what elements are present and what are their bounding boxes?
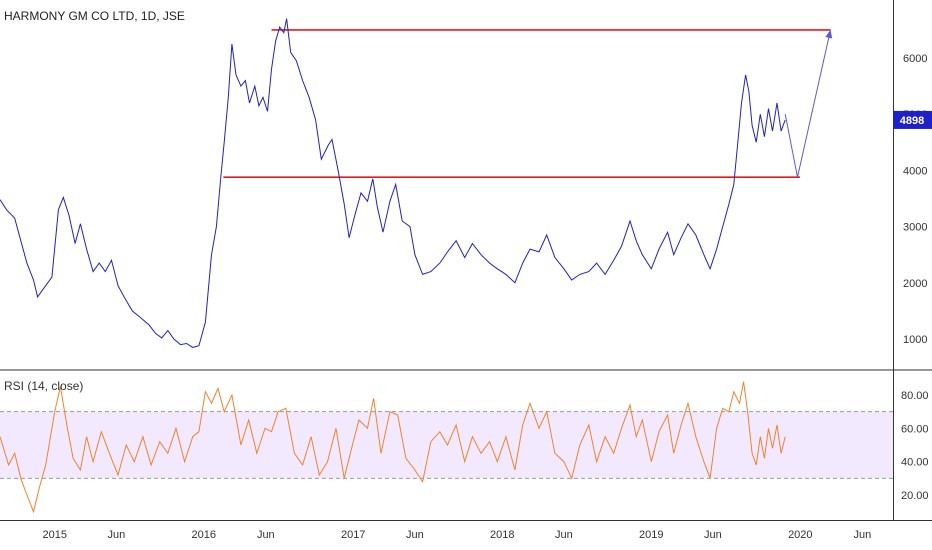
rsi-tick-label: 80.00 bbox=[901, 390, 929, 402]
rsi-band bbox=[0, 411, 893, 479]
projection-path[interactable] bbox=[784, 29, 831, 178]
last-price-badge: 4898 bbox=[893, 110, 932, 129]
level-lines[interactable] bbox=[223, 29, 831, 178]
time-tick-label: Jun bbox=[704, 529, 722, 541]
time-tick-label: 2019 bbox=[639, 529, 663, 541]
price-tick-label: 2000 bbox=[903, 278, 927, 290]
rsi-axis[interactable]: 80.00 60.00 40.00 20.00 bbox=[901, 390, 929, 502]
time-tick-label: Jun bbox=[406, 529, 424, 541]
price-axis[interactable]: 6000 5000 4000 3000 2000 1000 bbox=[903, 53, 927, 346]
time-tick-label: Jun bbox=[854, 529, 872, 541]
price-tick-label: 6000 bbox=[903, 53, 927, 65]
time-tick-label: 2015 bbox=[42, 529, 66, 541]
rsi-indicator-title: RSI (14, close) bbox=[4, 379, 83, 393]
time-tick-label: 2017 bbox=[341, 529, 365, 541]
price-tick-label: 4000 bbox=[903, 165, 927, 177]
last-price-badge-label: 4898 bbox=[900, 115, 924, 127]
rsi-tick-label: 60.00 bbox=[901, 423, 929, 435]
rsi-tick-label: 20.00 bbox=[901, 490, 929, 502]
time-tick-label: Jun bbox=[257, 529, 275, 541]
rsi-series-line bbox=[0, 381, 786, 514]
time-tick-label: 2016 bbox=[192, 529, 216, 541]
time-tick-label: Jun bbox=[555, 529, 573, 541]
chart-title: HARMONY GM CO LTD, 1D, JSE bbox=[4, 9, 185, 23]
time-tick-label: 2020 bbox=[788, 529, 812, 541]
time-axis[interactable]: 2015 Jun 2016 Jun 2017 Jun 2018 Jun 2019… bbox=[42, 529, 871, 541]
time-tick-label: 2018 bbox=[490, 529, 514, 541]
last-price-badge-bg bbox=[893, 110, 932, 129]
price-tick-label: 1000 bbox=[903, 334, 927, 346]
time-tick-label: Jun bbox=[107, 529, 125, 541]
rsi-tick-label: 40.00 bbox=[901, 457, 929, 469]
price-series-line bbox=[0, 18, 786, 348]
price-tick-label: 3000 bbox=[903, 222, 927, 234]
projection-arrowhead bbox=[825, 29, 833, 39]
